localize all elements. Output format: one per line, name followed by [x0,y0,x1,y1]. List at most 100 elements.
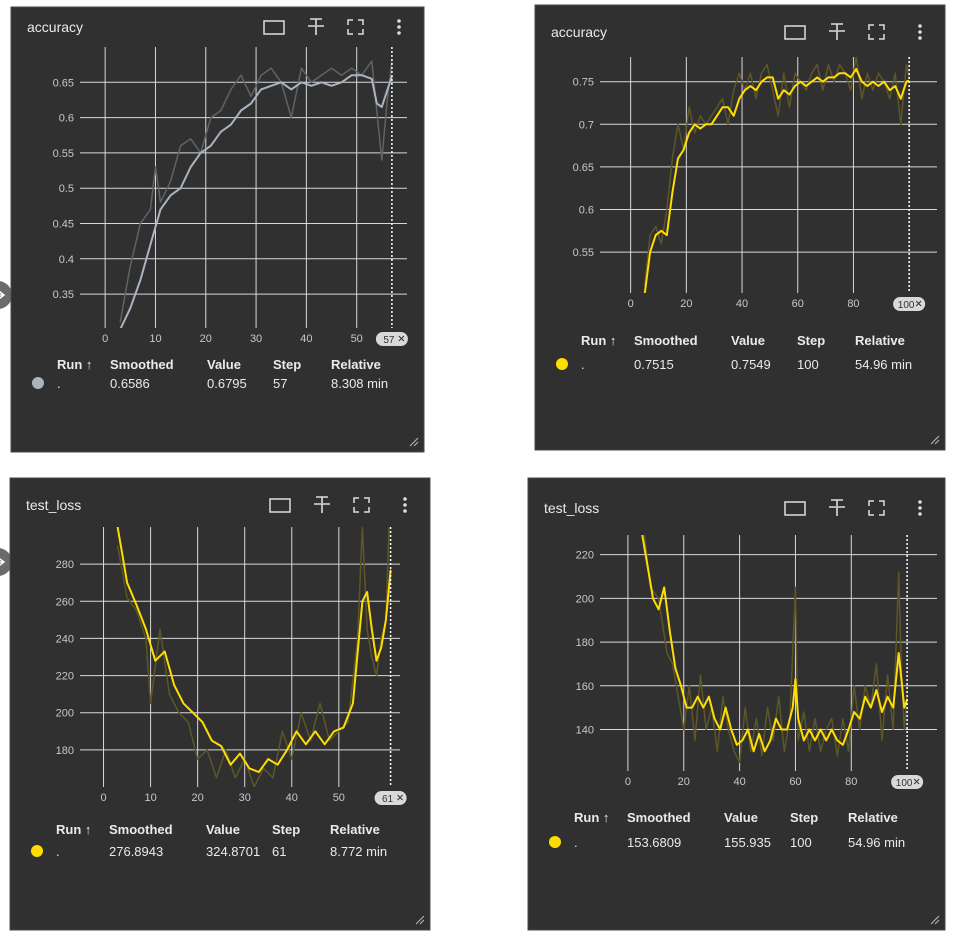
more-button[interactable] [918,24,922,40]
y-tick-label: 0.6 [579,205,594,217]
table-header: Relative [331,357,381,372]
badge-close [913,778,920,785]
y-tick-label: 0.4 [59,254,74,266]
y-tick-label: 200 [56,708,74,720]
more-button[interactable] [403,497,407,513]
table-cell: 54.96 min [848,835,905,850]
resize-handle [930,915,940,925]
y-tick-label: 0.6 [59,113,74,125]
panel-background [10,6,425,453]
table-header: Value [206,822,240,837]
table-cell: 8.308 min [331,376,388,391]
table-cell: . [57,376,61,391]
chart-panel: test_loss 0 20 40 60 80 140 160 180 200 220 100 Run … [527,477,946,931]
side-button[interactable] [0,548,12,576]
x-tick-label: 50 [333,792,345,804]
x-tick-label: 0 [100,792,106,804]
icon [269,498,291,513]
badge-step: 100 [898,300,915,311]
more-button[interactable] [397,19,401,35]
fit-domain-button[interactable] [269,498,291,513]
x-tick-label: 0 [628,298,634,310]
table-cell: . [56,844,60,859]
icon [918,506,922,510]
table-header: Smoothed [110,357,174,372]
more-button[interactable] [918,500,922,516]
y-tick-label: 200 [576,593,594,605]
x-tick-label: 20 [192,792,204,804]
series-line [119,74,393,328]
table-header: Step [273,357,301,372]
x-tick-label: 30 [239,792,251,804]
fullscreen-button[interactable] [347,19,364,35]
icon [918,500,922,504]
run-color-dot [31,845,43,857]
chart-panel: accuracy 0 20 40 60 80 0.55 0.6 0.65 0.7 0.75 100 Ru… [534,4,946,451]
table-header: Smoothed [634,333,698,348]
y-tick-label: 0.7 [579,119,594,131]
resize-handle [409,437,419,447]
badge-background [374,791,407,805]
icon [397,19,401,23]
badge-background [893,297,926,311]
table-header: Relative [848,810,898,825]
table-cell: 100 [797,357,819,372]
resize-handle [415,915,425,925]
y-tick-label: 0.55 [53,148,74,160]
table-cell: 0.7549 [731,357,771,372]
x-tick-label: 40 [286,792,298,804]
table-header: Step [797,333,825,348]
chart-panel: test_loss 0 10 20 30 40 50 180 200 220 240 260 280 61… [9,477,431,931]
fit-domain-button[interactable] [784,25,806,40]
table-header: Relative [855,333,905,348]
icon [308,18,324,35]
table-cell: . [581,357,585,372]
panel-background [527,477,946,931]
pin-button[interactable] [829,23,845,40]
run-color-dot [549,836,561,848]
side-button[interactable] [0,281,12,309]
chart-title: test_loss [544,500,599,516]
fullscreen-button[interactable] [868,24,885,40]
fullscreen-button[interactable] [868,500,885,516]
y-tick-label: 0.35 [53,289,74,301]
icon [397,25,401,29]
icon [829,499,845,516]
icon [314,496,330,513]
fit-domain-button[interactable] [784,501,806,516]
badge-close [915,300,922,307]
icon [868,24,885,40]
y-tick-label: 180 [56,745,74,757]
pin-button[interactable] [308,18,324,35]
table-cell: 155.935 [724,835,771,850]
pin-button[interactable] [314,496,330,513]
table-header: Step [272,822,300,837]
icon [403,497,407,501]
badge-close [398,335,405,342]
y-tick-label: 0.75 [573,77,594,89]
table-cell: 324.8701 [206,844,260,859]
table-header: Smoothed [627,810,691,825]
plot-area [641,535,909,764]
table-header: Step [790,810,818,825]
table-cell: 61 [272,844,286,859]
x-tick-label: 20 [200,333,212,345]
pin-button[interactable] [829,499,845,516]
chart-title: test_loss [26,497,81,513]
icon [918,512,922,516]
fullscreen-button[interactable] [353,497,370,513]
series-line [641,535,909,753]
chart-panel: accuracy 0 10 20 30 40 50 0.35 0.4 0.45 0.5 0.55 0.6… [10,6,425,453]
series-line [643,57,910,287]
series-line [116,527,390,787]
fit-domain-button[interactable] [263,20,285,35]
table-header: Run ↑ [56,822,91,837]
plot-area [119,60,393,328]
x-tick-label: 60 [792,298,804,310]
x-tick-label: 10 [144,792,156,804]
badge-background [375,332,408,346]
panel-background [534,4,946,451]
icon [784,25,806,40]
x-tick-label: 0 [102,333,108,345]
